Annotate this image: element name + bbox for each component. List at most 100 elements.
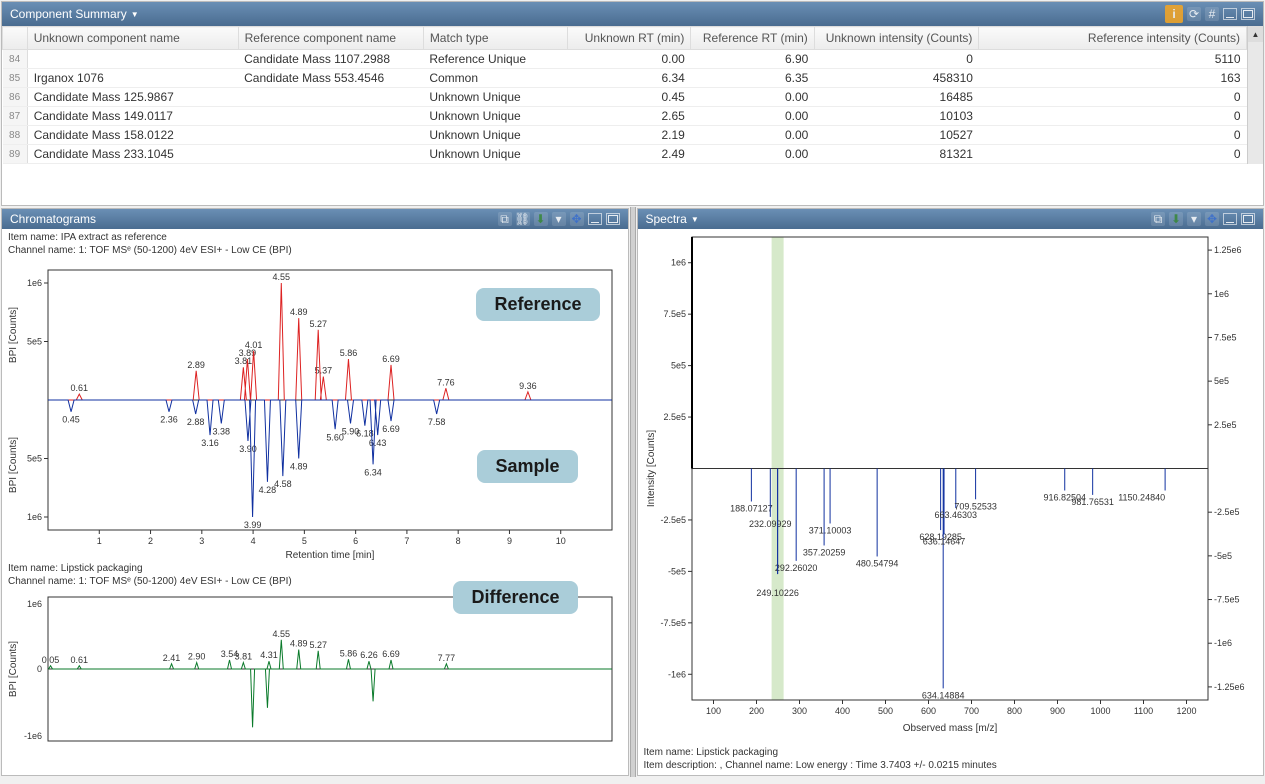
column-header[interactable]: Unknown RT (min) (567, 27, 690, 50)
table-cell: 86 (3, 88, 28, 107)
svg-text:BPI [Counts]: BPI [Counts] (8, 641, 19, 697)
panel-splitter[interactable] (630, 207, 636, 777)
table-cell: 5110 (979, 50, 1247, 69)
svg-text:7.5e5: 7.5e5 (1214, 332, 1237, 342)
column-header[interactable]: Reference intensity (Counts) (979, 27, 1247, 50)
dropdown-icon[interactable]: ▼ (691, 215, 699, 224)
table-row[interactable]: 88Candidate Mass 158.0122Unknown Unique2… (3, 126, 1247, 145)
table-cell: 88 (3, 126, 28, 145)
table-cell: Candidate Mass 553.4546 (238, 69, 423, 88)
svg-text:5e5: 5e5 (27, 337, 42, 347)
svg-text:1150.24840: 1150.24840 (1118, 492, 1165, 502)
table-cell: 2.19 (567, 126, 690, 145)
svg-text:-1e6: -1e6 (667, 669, 685, 679)
svg-text:7.58: 7.58 (428, 417, 446, 427)
spectra-header: Spectra ▼ ⧉ ⬇ ▾ ✥ (638, 209, 1264, 229)
maximize-button[interactable] (606, 213, 620, 225)
copy-icon[interactable]: ⧉ (498, 212, 512, 226)
dropdown-icon[interactable]: ▾ (552, 212, 566, 226)
chromatogram-mirror-chart[interactable]: 12345678910Retention time [min]5e51e65e5… (2, 260, 628, 560)
svg-text:7.77: 7.77 (438, 653, 456, 663)
svg-text:5.86: 5.86 (340, 348, 358, 358)
svg-text:400: 400 (834, 706, 849, 716)
svg-text:2: 2 (148, 536, 153, 546)
svg-text:10: 10 (556, 536, 566, 546)
table-cell: 6.35 (691, 69, 814, 88)
svg-text:-1.25e6: -1.25e6 (1214, 682, 1245, 692)
svg-text:BPI [Counts]: BPI [Counts] (8, 307, 19, 363)
svg-text:357.20259: 357.20259 (802, 547, 845, 557)
copy-icon[interactable]: ⧉ (1151, 212, 1165, 226)
svg-text:371.10003: 371.10003 (808, 525, 851, 535)
svg-text:300: 300 (791, 706, 806, 716)
spectra-chart[interactable]: 100200300400500600700800900100011001200O… (638, 229, 1264, 744)
svg-text:-7.5e5: -7.5e5 (660, 618, 686, 628)
maximize-button[interactable] (1241, 213, 1255, 225)
svg-text:709.52533: 709.52533 (954, 501, 997, 511)
svg-text:5.27: 5.27 (309, 640, 327, 650)
column-header[interactable]: Reference RT (min) (691, 27, 814, 50)
table-row[interactable]: 85Irganox 1076Candidate Mass 553.4546Com… (3, 69, 1247, 88)
table-cell: 0 (814, 50, 979, 69)
svg-text:0.45: 0.45 (62, 415, 80, 425)
svg-text:-5e5: -5e5 (667, 566, 685, 576)
svg-text:8: 8 (456, 536, 461, 546)
move-icon[interactable]: ✥ (1205, 212, 1219, 226)
table-cell: 0.00 (691, 107, 814, 126)
table-row[interactable]: 87Candidate Mass 149.0117Unknown Unique2… (3, 107, 1247, 126)
svg-text:5e5: 5e5 (27, 454, 42, 464)
minimize-button[interactable] (1223, 8, 1237, 20)
table-cell: 0.00 (691, 126, 814, 145)
svg-text:5: 5 (302, 536, 307, 546)
export-icon[interactable]: ⬇ (534, 212, 548, 226)
table-row[interactable]: 86Candidate Mass 125.9867Unknown Unique0… (3, 88, 1247, 107)
svg-text:100: 100 (705, 706, 720, 716)
column-header[interactable]: Unknown component name (27, 27, 238, 50)
chrom-item-name-1: Item name: IPA extract as reference (8, 232, 622, 245)
svg-text:1100: 1100 (1133, 706, 1152, 716)
column-header[interactable]: Match type (423, 27, 567, 50)
table-cell: 10103 (814, 107, 979, 126)
spectra-title: Spectra (646, 212, 687, 226)
svg-text:-7.5e5: -7.5e5 (1214, 595, 1240, 605)
table-cell: Unknown Unique (423, 126, 567, 145)
link-icon[interactable]: ⛓ (516, 212, 530, 226)
svg-text:2.36: 2.36 (160, 415, 178, 425)
table-cell (238, 88, 423, 107)
svg-text:4.55: 4.55 (273, 629, 291, 639)
dropdown-icon[interactable]: ▾ (1187, 212, 1201, 226)
table-cell: Unknown Unique (423, 107, 567, 126)
table-cell: 0 (979, 126, 1247, 145)
minimize-button[interactable] (588, 213, 602, 225)
svg-text:9: 9 (507, 536, 512, 546)
column-header[interactable]: Unknown intensity (Counts) (814, 27, 979, 50)
table-scrollbar[interactable]: ▲ (1247, 26, 1263, 164)
export-icon[interactable]: ⬇ (1169, 212, 1183, 226)
svg-text:7.5e5: 7.5e5 (663, 309, 686, 319)
minimize-button[interactable] (1223, 213, 1237, 225)
component-summary-table: Unknown component nameReference componen… (2, 26, 1247, 164)
svg-text:4.55: 4.55 (273, 272, 291, 282)
column-header[interactable] (3, 27, 28, 50)
svg-text:1: 1 (97, 536, 102, 546)
table-row[interactable]: 84Candidate Mass 1107.2988Reference Uniq… (3, 50, 1247, 69)
svg-text:1e6: 1e6 (670, 258, 685, 268)
table-row[interactable]: 89Candidate Mass 233.1045Unknown Unique2… (3, 145, 1247, 164)
maximize-button[interactable] (1241, 8, 1255, 20)
table-cell: Common (423, 69, 567, 88)
table-cell: 0.45 (567, 88, 690, 107)
refresh-icon[interactable]: ⟳ (1187, 7, 1201, 21)
table-cell: 0.00 (567, 50, 690, 69)
move-icon[interactable]: ✥ (570, 212, 584, 226)
table-cell: 6.34 (567, 69, 690, 88)
chromatograms-panel: Chromatograms ⧉ ⛓ ⬇ ▾ ✥ Item name: IPA e… (1, 208, 629, 776)
dropdown-icon[interactable]: ▼ (131, 10, 139, 19)
hash-icon[interactable]: # (1205, 7, 1219, 21)
info-icon[interactable]: i (1165, 5, 1183, 23)
svg-text:981.76531: 981.76531 (1071, 497, 1114, 507)
column-header[interactable]: Reference component name (238, 27, 423, 50)
svg-text:2.89: 2.89 (187, 360, 205, 370)
svg-text:5e5: 5e5 (670, 361, 685, 371)
svg-text:1e6: 1e6 (1214, 289, 1229, 299)
chromatogram-diff-chart[interactable]: 1e60-1e6BPI [Counts]0.050.612.412.903.54… (2, 591, 628, 775)
